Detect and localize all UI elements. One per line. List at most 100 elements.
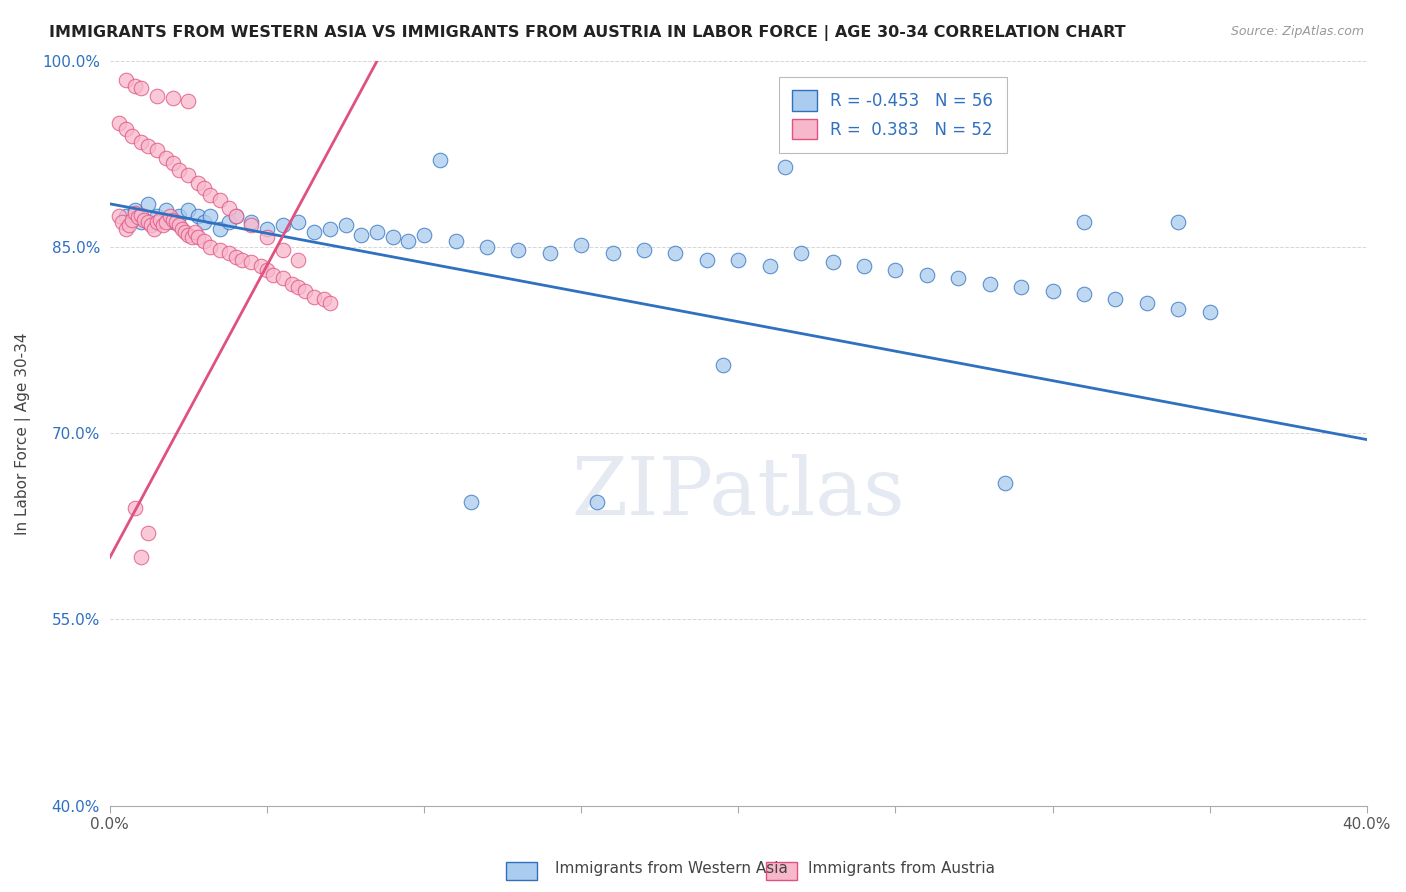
Point — [1198, 305, 1220, 319]
Point — [218, 215, 240, 229]
Point — [124, 78, 146, 93]
Point — [302, 290, 325, 304]
Point — [948, 271, 970, 285]
Point — [240, 215, 263, 229]
Point — [124, 205, 146, 219]
Point — [1010, 280, 1032, 294]
Point — [200, 240, 222, 254]
Point — [183, 225, 205, 239]
Point — [218, 246, 240, 260]
Point — [569, 237, 592, 252]
Point — [162, 156, 184, 170]
Point — [302, 225, 325, 239]
Point — [821, 255, 844, 269]
Point — [319, 296, 342, 310]
Point — [271, 271, 294, 285]
Point — [294, 284, 316, 298]
Point — [225, 209, 247, 223]
Point — [586, 494, 609, 508]
Point — [262, 268, 284, 282]
Point — [155, 215, 177, 229]
Text: Source: ZipAtlas.com: Source: ZipAtlas.com — [1230, 25, 1364, 38]
Point — [633, 243, 655, 257]
Point — [444, 234, 467, 248]
Point — [177, 169, 200, 183]
Point — [108, 209, 131, 223]
Point — [256, 262, 278, 277]
Point — [994, 475, 1017, 490]
Point — [134, 213, 156, 227]
Point — [1073, 215, 1095, 229]
Point — [335, 218, 357, 232]
Point — [240, 218, 263, 232]
Point — [187, 209, 209, 223]
Point — [884, 262, 907, 277]
Point — [114, 221, 136, 235]
Point — [165, 215, 187, 229]
Point — [193, 180, 215, 194]
Point — [225, 250, 247, 264]
Point — [287, 252, 309, 267]
Point — [287, 280, 309, 294]
Point — [172, 221, 194, 235]
Point — [136, 138, 159, 153]
Point — [915, 268, 938, 282]
Point — [396, 234, 419, 248]
Point — [121, 128, 143, 143]
Point — [111, 215, 134, 229]
Point — [208, 221, 231, 235]
Point — [193, 215, 215, 229]
Point — [152, 218, 174, 232]
Point — [162, 91, 184, 105]
Point — [602, 246, 624, 260]
Point — [142, 221, 165, 235]
Point — [256, 221, 278, 235]
Point — [758, 259, 780, 273]
Point — [167, 163, 190, 178]
Point — [1167, 302, 1189, 317]
Point — [155, 202, 177, 217]
Point — [114, 72, 136, 87]
Point — [129, 135, 152, 149]
Point — [124, 500, 146, 515]
Point — [775, 160, 797, 174]
Point — [1042, 284, 1064, 298]
Point — [108, 116, 131, 130]
Point — [167, 218, 190, 232]
Point — [208, 243, 231, 257]
Point — [136, 525, 159, 540]
Point — [281, 277, 304, 292]
Point — [180, 230, 202, 244]
Text: IMMIGRANTS FROM WESTERN ASIA VS IMMIGRANTS FROM AUSTRIA IN LABOR FORCE | AGE 30-: IMMIGRANTS FROM WESTERN ASIA VS IMMIGRAN… — [49, 25, 1126, 41]
Point — [155, 151, 177, 165]
Point — [1104, 293, 1126, 307]
Text: ZIPatlas: ZIPatlas — [572, 454, 905, 532]
Point — [225, 209, 247, 223]
Point — [127, 211, 149, 225]
Point — [177, 202, 200, 217]
Point — [187, 176, 209, 190]
Point — [218, 201, 240, 215]
Point — [146, 88, 169, 103]
Point — [129, 208, 152, 222]
Point — [1073, 287, 1095, 301]
Point — [429, 153, 451, 168]
Point — [162, 213, 184, 227]
Point — [121, 213, 143, 227]
Point — [256, 230, 278, 244]
Text: Immigrants from Western Asia: Immigrants from Western Asia — [555, 861, 789, 876]
Point — [231, 252, 253, 267]
Text: Immigrants from Austria: Immigrants from Austria — [808, 861, 995, 876]
Point — [124, 202, 146, 217]
Point — [319, 221, 342, 235]
Y-axis label: In Labor Force | Age 30-34: In Labor Force | Age 30-34 — [15, 332, 31, 534]
Point — [193, 234, 215, 248]
Point — [167, 209, 190, 223]
Point — [413, 227, 436, 242]
Point — [1136, 296, 1159, 310]
Point — [114, 209, 136, 223]
Point — [853, 259, 876, 273]
Point — [139, 218, 162, 232]
Point — [162, 215, 184, 229]
Point — [475, 240, 498, 254]
